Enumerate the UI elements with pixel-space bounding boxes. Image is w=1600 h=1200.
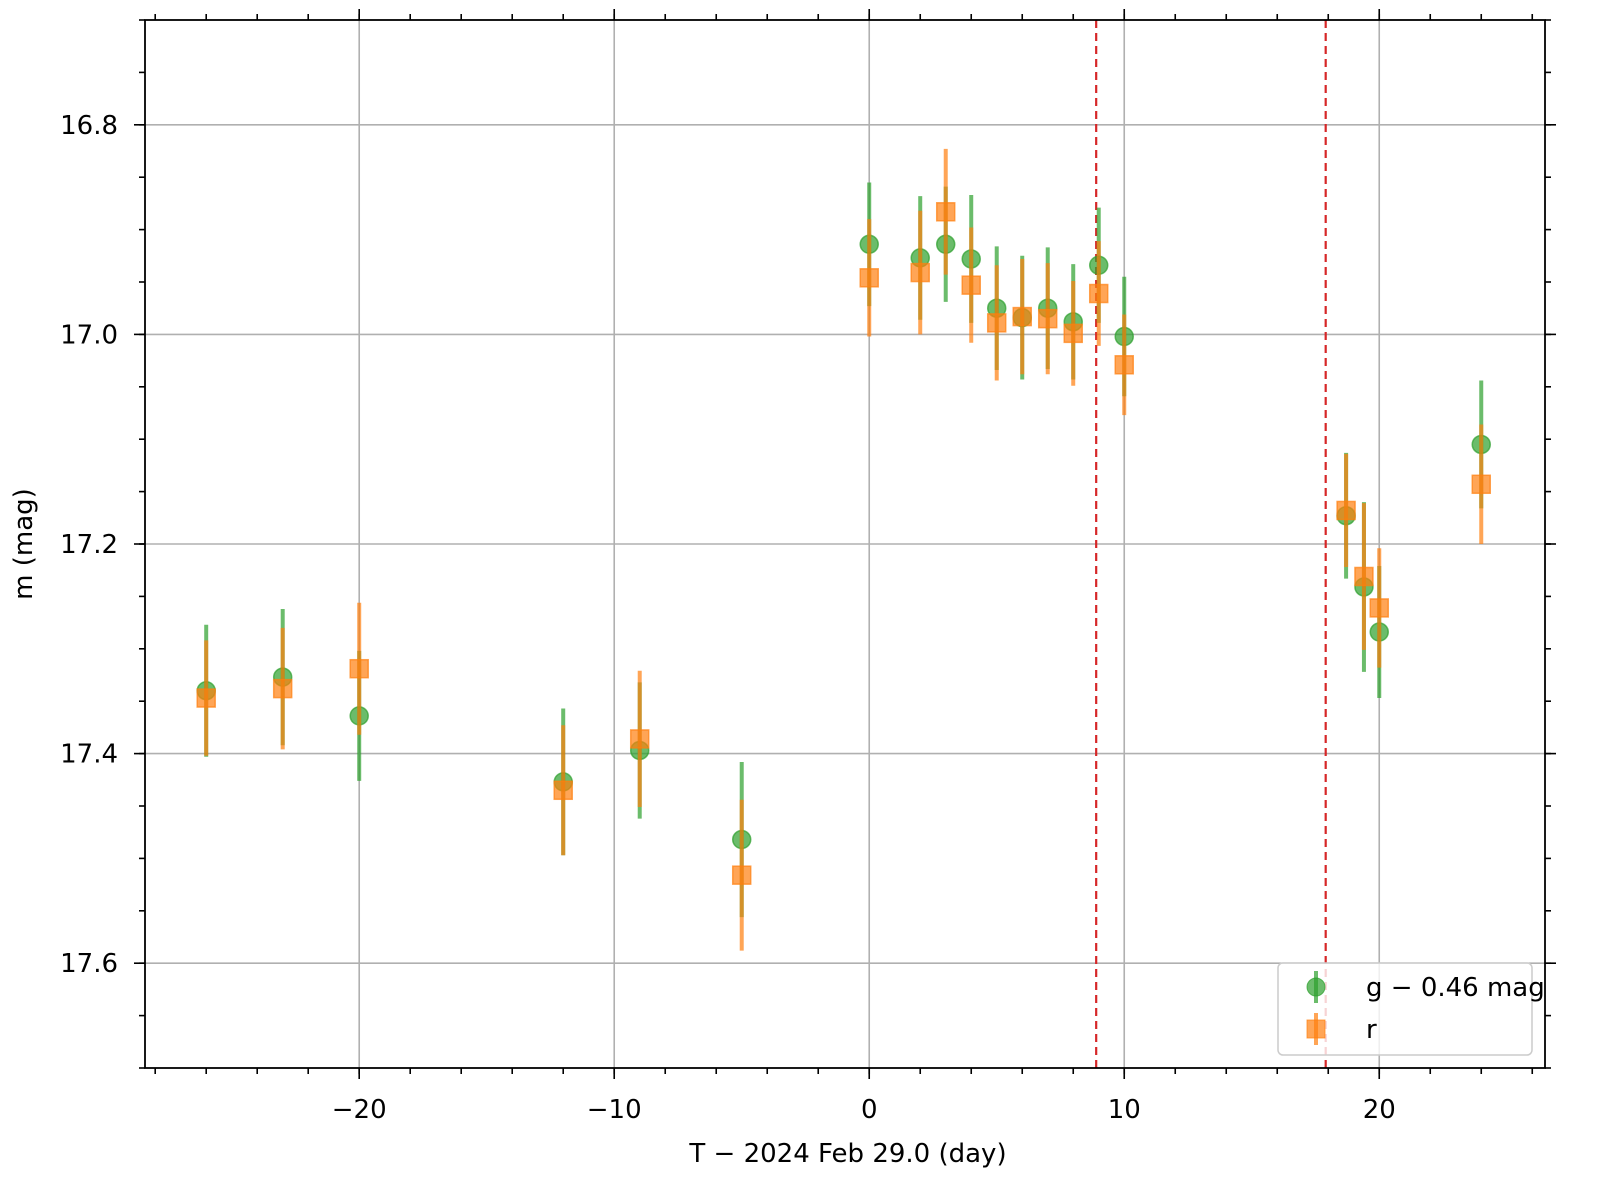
point [1088, 283, 1109, 304]
point [629, 729, 650, 749]
x-tick-label: −20 [332, 1095, 387, 1125]
point [1063, 323, 1083, 344]
point [986, 313, 1007, 333]
point [961, 275, 981, 295]
point [196, 688, 216, 708]
point [272, 678, 293, 699]
point [1012, 306, 1032, 327]
point [349, 658, 369, 679]
y-tick-label: 17.6 [60, 949, 118, 979]
point [910, 262, 930, 283]
point [1369, 598, 1389, 618]
y-tick-label: 17.2 [60, 530, 118, 560]
point [859, 268, 879, 288]
point [553, 780, 573, 801]
legend-label: g − 0.46 mag [1366, 973, 1545, 1003]
legend-label: r [1366, 1015, 1377, 1045]
point [935, 202, 956, 222]
legend-swatch [1306, 1019, 1326, 1039]
x-tick-label: 20 [1363, 1095, 1396, 1125]
point [1336, 500, 1356, 521]
plot-frame [144, 19, 1546, 1069]
y-axis-label: m (mag) [9, 488, 39, 600]
x-tick-label: −10 [587, 1095, 642, 1125]
legend-box [1277, 962, 1533, 1056]
y-tick-label: 16.8 [60, 111, 118, 141]
point [1037, 308, 1058, 329]
point [731, 865, 752, 885]
legend-swatch [1306, 977, 1326, 997]
point [1114, 355, 1134, 375]
x-tick-label: 10 [1108, 1095, 1141, 1125]
y-tick-label: 17.4 [60, 740, 118, 770]
y-tick-label: 17.0 [60, 320, 118, 350]
point [1471, 474, 1491, 495]
x-tick-label: 0 [861, 1095, 878, 1125]
x-axis-label: T − 2024 Feb 29.0 (day) [688, 1139, 1006, 1169]
point [1354, 566, 1374, 587]
grid [145, 20, 1545, 1068]
